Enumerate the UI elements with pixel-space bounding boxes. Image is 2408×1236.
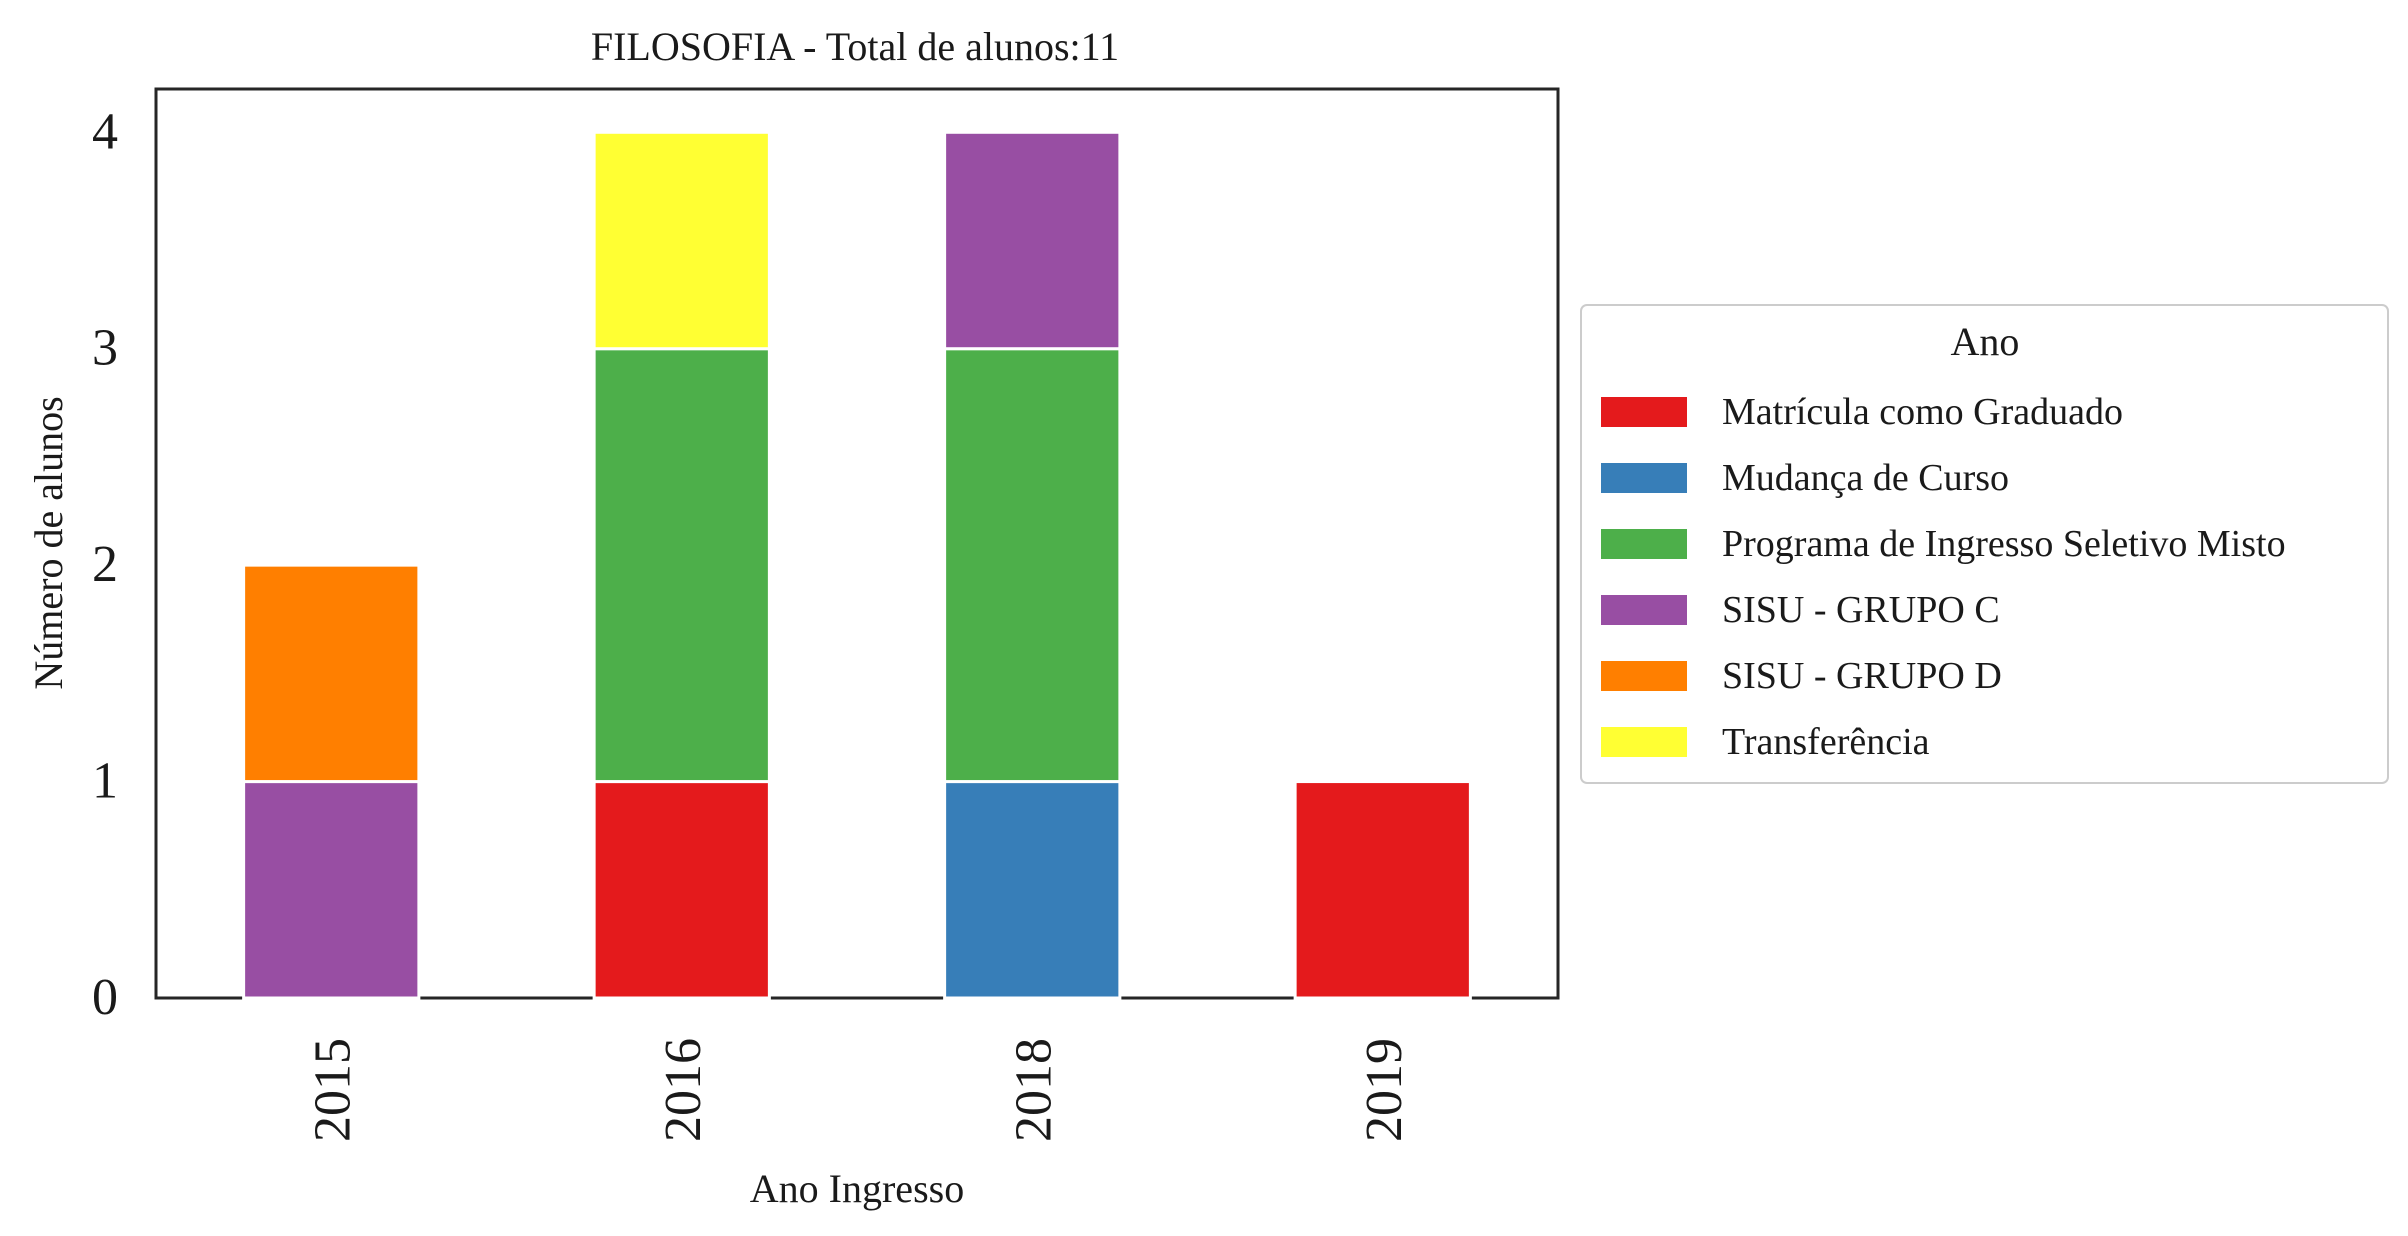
y-tick-label: 0: [92, 969, 118, 1026]
bar-segment: [592, 347, 771, 784]
legend-label: SISU - GRUPO D: [1722, 655, 2002, 697]
x-tick-label: 2019: [1356, 1038, 1413, 1142]
x-tick-label: 2018: [1005, 1038, 1062, 1142]
bar-segment: [592, 130, 771, 351]
legend-title: Ano: [1951, 319, 2020, 364]
bar-segment: [592, 780, 771, 1000]
legend-swatch: [1601, 397, 1687, 427]
legend-items: Matrícula como Graduado Mudança de Curso P…: [1601, 391, 2286, 763]
x-axis-label: Ano Ingresso: [750, 1166, 964, 1211]
bar-segment: [242, 563, 421, 784]
legend-swatch: [1601, 529, 1687, 559]
y-tick-label: 2: [92, 536, 118, 593]
bar-segment: [943, 780, 1122, 1000]
x-tick-label: 2016: [655, 1038, 712, 1142]
y-tick-label: 1: [92, 753, 118, 810]
legend: Ano Matrícula como Graduado Mudança de Cu…: [1580, 304, 2389, 784]
legend-label: SISU - GRUPO C: [1722, 589, 2000, 631]
bar-segment: [242, 780, 421, 1000]
legend-label: Transferência: [1722, 721, 1930, 763]
legend-label: Mudança de Curso: [1722, 457, 2009, 499]
bars: [242, 130, 1472, 1000]
legend-label: Programa de Ingresso Seletivo Misto: [1722, 523, 2286, 565]
bar-segment: [1293, 780, 1472, 1000]
legend-swatch: [1601, 727, 1687, 757]
chart-title: FILOSOFIA - Total de alunos:11: [591, 24, 1119, 69]
bar-segment: [943, 130, 1122, 351]
bar-segment: [943, 347, 1122, 784]
legend-swatch: [1601, 463, 1687, 493]
y-axis-label: Número de alunos: [26, 396, 71, 689]
legend-label: Matrícula como Graduado: [1722, 391, 2123, 433]
legend-box: [1580, 304, 2389, 784]
y-axis-ticks: 0 1 2 3 4: [92, 103, 118, 1026]
legend-swatch: [1601, 661, 1687, 691]
x-axis-ticks: 2015 2016 2018 2019: [304, 1038, 1413, 1142]
y-tick-label: 4: [92, 103, 118, 160]
x-tick-label: 2015: [304, 1038, 361, 1142]
legend-swatch: [1601, 595, 1687, 625]
y-tick-label: 3: [92, 320, 118, 377]
